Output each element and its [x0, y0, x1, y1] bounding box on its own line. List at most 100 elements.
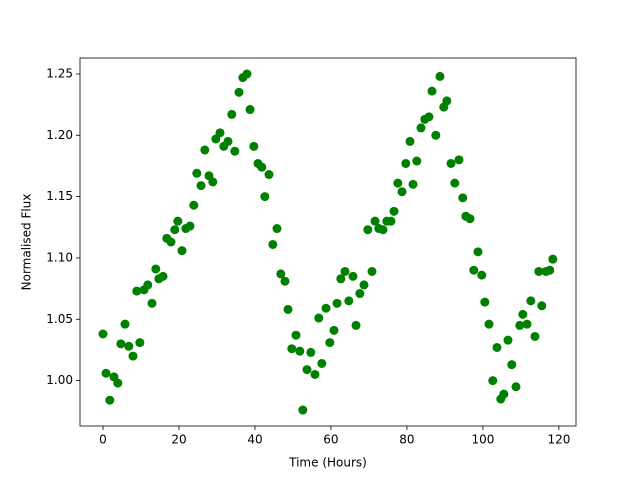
- point: [405, 136, 415, 146]
- point: [336, 274, 346, 284]
- point: [389, 206, 399, 216]
- point: [128, 351, 138, 361]
- point: [332, 298, 342, 308]
- point: [469, 265, 479, 275]
- point: [147, 298, 157, 308]
- point: [507, 360, 517, 370]
- point: [200, 145, 210, 155]
- x-tick-label: 0: [99, 433, 107, 447]
- x-tick-label: 60: [323, 433, 338, 447]
- point: [340, 266, 350, 276]
- y-tick-label: 1.00: [46, 373, 73, 387]
- point: [249, 141, 259, 151]
- y-tick-label: 1.10: [46, 250, 73, 264]
- point: [208, 177, 218, 187]
- point: [170, 225, 180, 235]
- point: [132, 286, 142, 296]
- point: [287, 344, 297, 354]
- point: [268, 239, 278, 249]
- point: [548, 254, 558, 264]
- point: [245, 105, 255, 115]
- point: [397, 187, 407, 197]
- point: [280, 276, 290, 286]
- point: [260, 192, 270, 202]
- point: [363, 225, 373, 235]
- point: [484, 319, 494, 329]
- point: [503, 335, 513, 345]
- point: [435, 71, 445, 81]
- point: [378, 225, 388, 235]
- y-tick-label: 1.25: [46, 66, 73, 80]
- point: [412, 156, 422, 166]
- point: [511, 382, 521, 392]
- point: [454, 155, 464, 165]
- point: [276, 269, 286, 279]
- point: [321, 303, 331, 313]
- point: [450, 178, 460, 188]
- point: [302, 365, 312, 375]
- point: [230, 146, 240, 156]
- point: [291, 330, 301, 340]
- point: [427, 86, 437, 96]
- point: [477, 270, 487, 280]
- point: [177, 246, 187, 256]
- point: [272, 224, 282, 234]
- point: [499, 389, 509, 399]
- point: [526, 296, 536, 306]
- point: [480, 297, 490, 307]
- point: [116, 339, 126, 349]
- point: [408, 179, 418, 189]
- x-tick-label: 40: [247, 433, 262, 447]
- point: [166, 237, 176, 247]
- y-axis-label: Normalised Flux: [20, 194, 34, 291]
- point: [465, 214, 475, 224]
- point: [98, 329, 108, 339]
- point: [196, 181, 206, 191]
- point: [105, 395, 115, 405]
- x-axis-label: Time (Hours): [288, 456, 367, 470]
- point: [151, 264, 161, 274]
- point: [492, 342, 502, 352]
- point: [283, 304, 293, 314]
- x-tick-label: 20: [171, 433, 186, 447]
- point: [488, 376, 498, 386]
- point: [173, 216, 183, 226]
- point: [264, 170, 274, 180]
- point: [306, 347, 316, 357]
- point: [295, 346, 305, 356]
- point: [310, 369, 320, 379]
- point: [124, 341, 134, 351]
- point: [515, 320, 525, 330]
- point: [223, 136, 233, 146]
- point: [351, 320, 361, 330]
- point: [401, 158, 411, 168]
- point: [135, 338, 145, 348]
- point: [257, 162, 267, 172]
- point: [530, 331, 540, 341]
- point: [522, 319, 532, 329]
- point: [344, 296, 354, 306]
- point: [185, 221, 195, 231]
- point: [359, 280, 369, 290]
- point: [298, 405, 308, 415]
- y-tick-label: 1.15: [46, 189, 73, 203]
- point: [355, 289, 365, 299]
- point: [329, 325, 339, 335]
- point: [416, 123, 426, 133]
- point: [101, 368, 111, 378]
- point: [113, 378, 123, 388]
- point: [386, 216, 396, 226]
- point: [393, 178, 403, 188]
- point: [120, 319, 130, 329]
- point: [317, 358, 327, 368]
- point: [518, 309, 528, 319]
- point: [227, 109, 237, 119]
- point: [189, 200, 199, 210]
- point: [158, 271, 168, 281]
- point: [370, 216, 380, 226]
- point: [325, 338, 335, 348]
- point: [242, 69, 252, 79]
